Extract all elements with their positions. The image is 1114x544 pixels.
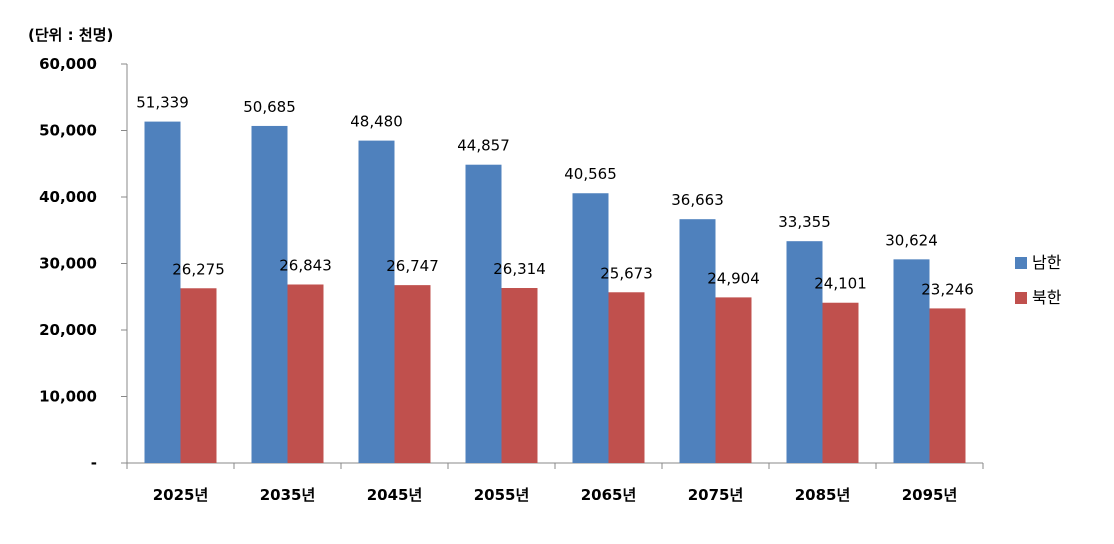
data-label: 26,747	[386, 257, 439, 275]
data-label: 44,857	[457, 137, 510, 155]
y-tick-label: 50,000	[39, 122, 97, 140]
legend-swatch	[1015, 292, 1027, 304]
bar-north-korea	[715, 297, 752, 463]
y-tick-label: -	[91, 454, 97, 472]
data-label: 25,673	[600, 264, 653, 282]
x-tick-label: 2085년	[795, 486, 851, 504]
data-label: 26,843	[279, 256, 332, 274]
legend-label: 북한	[1032, 288, 1062, 307]
bar-south-korea	[465, 164, 502, 464]
y-tick-label: 60,000	[39, 55, 97, 73]
bar-south-korea	[893, 259, 930, 463]
bar-south-korea	[144, 121, 181, 464]
x-tick-label: 2035년	[260, 486, 316, 504]
data-labels: 51,339 26,275 50,685 26,843 48,480 26,747 44,8…	[136, 94, 974, 299]
data-label: 24,904	[707, 269, 760, 287]
bar-south-korea	[679, 219, 716, 463]
data-label: 23,246	[921, 280, 974, 298]
bar-north-korea	[287, 284, 324, 463]
legend-swatch	[1015, 257, 1027, 269]
data-label: 40,565	[564, 165, 617, 183]
data-label: 26,275	[172, 260, 225, 278]
bar-south-korea	[251, 125, 288, 463]
y-tick-label: 20,000	[39, 321, 97, 339]
y-axis: - 10,000 20,000 30,000 40,000 50,000 60,000	[39, 55, 128, 472]
x-axis: 2025년 2035년 2045년 2055년 2065년 2075년 2085년 2095년	[126, 462, 984, 504]
x-tick-label: 2045년	[367, 486, 423, 504]
bars	[144, 121, 966, 464]
bar-north-korea	[180, 288, 217, 463]
bar-north-korea	[394, 285, 431, 463]
bar-north-korea	[929, 308, 966, 463]
y-tick-label: 40,000	[39, 188, 97, 206]
bar-south-korea	[358, 140, 395, 463]
data-label: 33,355	[778, 213, 831, 231]
x-tick-label: 2055년	[474, 486, 530, 504]
bar-south-korea	[572, 193, 609, 464]
bar-north-korea	[608, 292, 645, 463]
data-label: 50,685	[243, 98, 296, 116]
data-label: 36,663	[671, 191, 724, 209]
data-label: 51,339	[136, 94, 189, 112]
unit-label: (단위 : 천명)	[28, 26, 113, 44]
data-label: 26,314	[493, 260, 546, 278]
y-tick-label: 30,000	[39, 255, 97, 273]
x-tick-label: 2095년	[902, 486, 958, 504]
data-label: 24,101	[814, 275, 867, 293]
data-label: 48,480	[350, 113, 403, 131]
bar-north-korea	[822, 302, 859, 463]
bar-north-korea	[501, 288, 538, 463]
x-tick-label: 2025년	[153, 486, 209, 504]
x-tick-label: 2065년	[581, 486, 637, 504]
y-tick-label: 10,000	[39, 388, 97, 406]
bar-south-korea	[786, 241, 823, 463]
legend-label: 남한	[1032, 253, 1062, 272]
x-tick-label: 2075년	[688, 486, 744, 504]
data-label: 30,624	[885, 231, 938, 249]
